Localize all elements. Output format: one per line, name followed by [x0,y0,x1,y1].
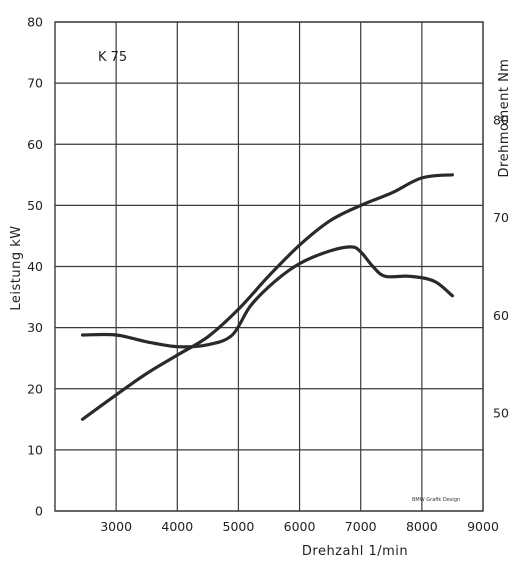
grid [54,21,484,512]
tick-labels: 0 10 20 30 40 50 60 70 80 3000 4000 5000 6000 7000 800… [27,15,509,535]
x-tick-label: 7000 [345,519,377,534]
x-tick-label: 9000 [467,519,499,534]
x-tick-label: 6000 [284,519,316,534]
model-label: K 75 [98,50,127,65]
x-tick-label: 8000 [406,519,438,534]
x-axis-title: Drehzahl 1/min [302,544,408,559]
right-tick-label: 80 [493,112,509,127]
left-axis-title: Leistung kW [9,225,24,310]
left-tick-label: 60 [27,137,43,152]
left-tick-label: 70 [27,76,43,91]
curves [80,173,454,421]
x-tick-label: 3000 [100,519,132,534]
right-tick-label: 50 [493,406,509,421]
torque-curve [80,245,454,349]
power-curve [80,173,454,421]
x-tick-label: 4000 [161,519,193,534]
right-tick-label: 70 [493,210,509,225]
left-tick-label: 20 [27,381,43,396]
left-tick-label: 10 [27,442,43,457]
credit-label: BMW Grafik Design [412,497,460,503]
right-tick-label: 60 [493,308,509,323]
left-tick-label: 0 [35,504,43,519]
left-tick-label: 80 [27,15,43,30]
right-axis-title: Drehmoment Nm [497,59,512,178]
x-tick-label: 5000 [223,519,255,534]
left-tick-label: 40 [27,259,43,274]
left-tick-label: 50 [27,198,43,213]
left-tick-label: 30 [27,320,43,335]
